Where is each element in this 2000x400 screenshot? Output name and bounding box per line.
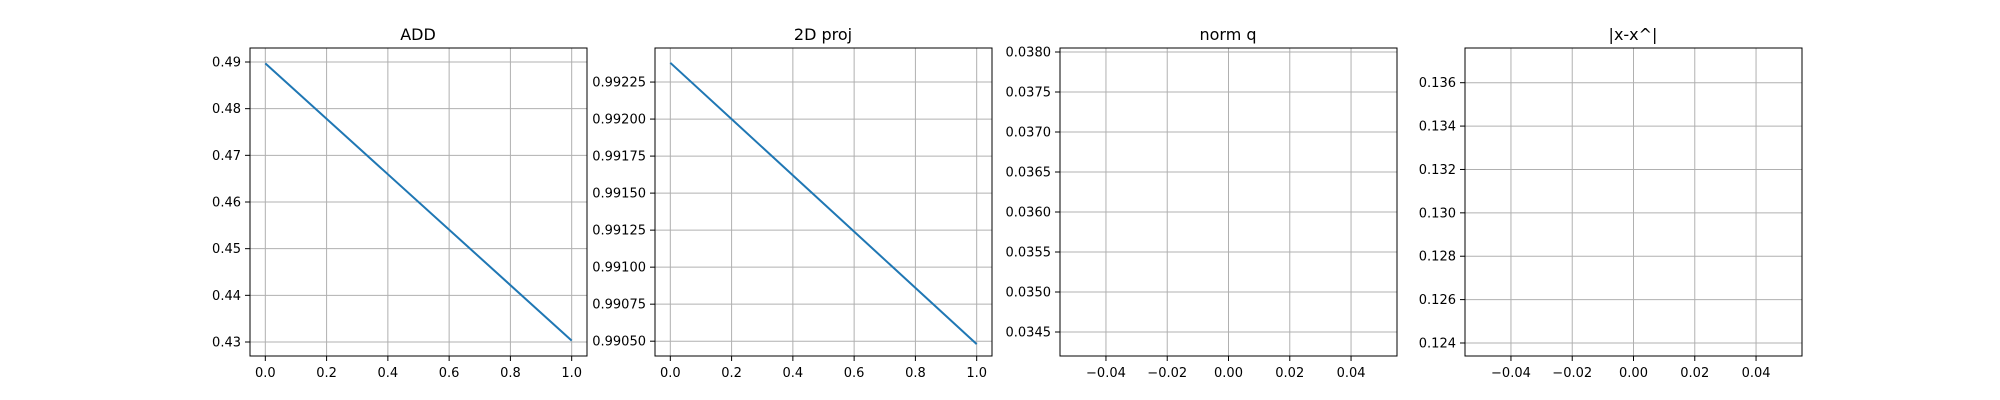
y-tick-label: 0.99200 [592,113,646,128]
series-line [264,62,573,342]
y-tick-label: 0.46 [212,196,241,211]
y-tick-label: 0.99075 [592,298,646,313]
series-line [669,62,978,345]
plot-area: −0.04 −0.02 0.00 0.02 0.04 0.0345 0.0350 0.0355… [1006,46,1398,381]
y-tick-label: 0.0360 [1006,206,1052,221]
y-tick-label: 0.0380 [1006,46,1052,61]
y-tick-label: 0.0345 [1006,326,1052,341]
y-tick-label: 0.0375 [1006,86,1052,101]
axes-frame [1059,47,1398,357]
y-tick-label: 0.49 [212,56,241,71]
axes-frame [1464,47,1803,357]
y-tick-label: 0.0365 [1006,166,1052,181]
y-tick-label: 0.45 [212,242,241,257]
x-tick-label: 0.2 [721,366,742,381]
subplot-title: 2D proj [794,25,852,44]
x-tick-label: −0.02 [1147,366,1187,381]
y-tick-label: 0.124 [1419,336,1456,351]
y-tick-label: 0.99100 [592,261,646,276]
subplot-norm-q: norm q −0.04 −0.02 0.00 0.02 0.04 0.0345 0.035… [1006,25,1398,381]
y-tick-label: 0.99125 [592,224,646,239]
plot-area: 0.0 0.2 0.4 0.6 0.8 1.0 0.99050 0.99075 0.99100 0… [592,47,993,381]
y-tick-label: 0.43 [212,336,241,351]
y-tick-label: 0.0350 [1006,286,1052,301]
subplot-add: ADD 0.0 0.2 0.4 0.6 0.8 1.00.430.440.450.460.… [212,25,588,381]
x-tick-label: 0.6 [439,366,460,381]
axes-frame [654,47,993,357]
x-tick-label: 0.2 [316,366,337,381]
y-tick-label: 0.132 [1419,163,1456,178]
x-tick-label: 0.04 [1337,366,1366,381]
x-tick-label: 0.00 [1619,366,1648,381]
x-tick-label: 0.4 [378,366,399,381]
x-tick-label: −0.02 [1552,366,1592,381]
y-tick-label: 0.0355 [1006,246,1052,261]
plot-area: 0.0 0.2 0.4 0.6 0.8 1.0 0.43 0.44 0.45 0.46 0.47 0.… [212,47,588,381]
x-tick-label: 0.04 [1742,366,1771,381]
y-tick-label: 0.44 [212,289,241,304]
subplot-title: ADD [400,25,436,44]
y-tick-label: 0.47 [212,149,241,164]
x-tick-label: 0.00 [1214,366,1243,381]
y-tick-label: 0.136 [1419,76,1456,91]
y-tick-label: 0.126 [1419,293,1456,308]
x-tick-label: 0.8 [500,366,521,381]
axes-frame [249,47,588,357]
y-tick-label: 0.99050 [592,335,646,350]
x-tick-label: 0.6 [844,366,865,381]
y-tick-label: 0.99225 [592,76,646,91]
x-tick-label: 0.0 [660,366,681,381]
y-tick-label: 0.134 [1419,120,1456,135]
y-tick-label: 0.130 [1419,206,1456,221]
y-tick-label: 0.48 [212,102,241,117]
x-tick-label: 0.02 [1275,366,1304,381]
subplot-title: |x-x^| [1609,25,1658,44]
subplot-2d-proj: 2D proj 0.0 0.2 0.4 0.6 0.8 1.0 0.99050 0.99075… [592,25,993,381]
subplot-title: norm q [1199,25,1256,44]
x-tick-label: 0.02 [1680,366,1709,381]
x-tick-label: −0.04 [1491,366,1531,381]
y-tick-label: 0.0370 [1006,126,1052,141]
x-tick-label: 1.0 [561,366,582,381]
y-tick-label: 0.128 [1419,250,1456,265]
subplot-error: |x-x^| −0.04 −0.02 0.00 0.02 0.04 0.124 0.126 0… [1419,25,1803,381]
x-tick-label: 0.8 [905,366,926,381]
x-tick-label: 0.4 [783,366,804,381]
y-tick-label: 0.99175 [592,150,646,165]
x-tick-label: −0.04 [1086,366,1126,381]
plot-area: −0.04 −0.02 0.00 0.02 0.04 0.124 0.126 0.128 0.1… [1419,47,1803,381]
y-tick-label: 0.99150 [592,187,646,202]
x-tick-label: 1.0 [966,366,987,381]
x-tick-label: 0.0 [255,366,276,381]
